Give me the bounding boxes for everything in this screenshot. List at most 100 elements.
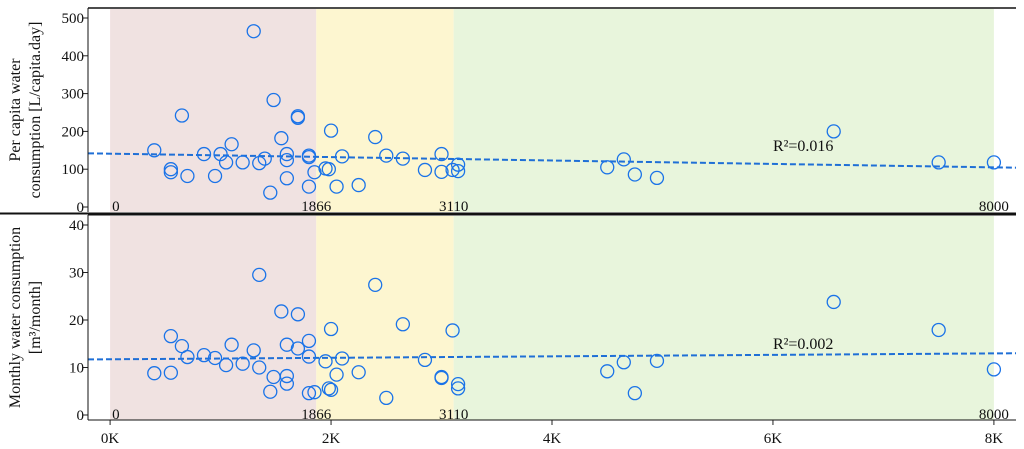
panel-top-point-2 <box>163 165 179 180</box>
panel-top-point-13 <box>257 151 272 166</box>
panel-bottom-band-2 <box>453 216 994 420</box>
panel-top-point-41 <box>600 160 615 175</box>
panel-bottom-point-23 <box>301 385 317 401</box>
panel-bottom-point-34 <box>395 317 411 332</box>
panel-top-point-37 <box>434 164 449 179</box>
panel-top-ylabel-line-1: consumption [L/capita.day] <box>27 22 44 199</box>
panel-top-point-8 <box>218 155 234 170</box>
panel-bottom-point-31 <box>351 365 366 380</box>
panel-top-ylabel-line-0: Per capita water <box>7 58 24 162</box>
panel-top-point-6 <box>207 168 223 184</box>
panel-bottom-point-19 <box>290 307 306 322</box>
panel-bottom-point-15 <box>274 304 289 319</box>
panel-top-point-7 <box>213 146 228 162</box>
panel-top-point-29 <box>329 179 344 194</box>
panel-bottom-point-4 <box>180 349 195 365</box>
panel-bottom-band-1 <box>316 216 454 420</box>
panel-top-ytick-label-1: 100 <box>62 162 85 178</box>
panel-bottom-ytick-label-2: 20 <box>69 313 84 329</box>
panel-top-ytick-label-0: 0 <box>77 200 85 216</box>
panel-top-point-28 <box>323 123 339 138</box>
panel-top-band-label-3: 8000 <box>979 199 1009 215</box>
panel-top-point-39 <box>450 157 466 172</box>
panel-bottom-point-32 <box>368 277 383 293</box>
panel-bottom-point-26 <box>321 381 336 396</box>
panel-top-ytick-label-2: 200 <box>62 124 85 140</box>
panel-bottom-band-label-0: 0 <box>112 407 120 423</box>
panel-top-point-5 <box>196 146 212 162</box>
panel-top-point-21 <box>290 110 306 125</box>
panel-bottom-point-30 <box>334 351 350 366</box>
panel-bottom-ylabel: Monthly water consumption [m³/month] <box>7 227 44 408</box>
panel-top-point-40 <box>450 163 466 179</box>
panel-top-band-0 <box>110 9 317 212</box>
panel-bottom-point-41 <box>600 364 615 379</box>
panel-bottom-point-29 <box>329 367 344 382</box>
panel-bottom-point-17 <box>279 368 295 384</box>
panel-top-ylabel: Per capita water consumption [L/capita.da… <box>7 22 44 199</box>
panel-top-point-35 <box>417 162 433 178</box>
panel-bottom-ylabel-line-0: Monthly water consumption <box>7 227 24 408</box>
panel-bottom-point-44 <box>649 353 665 369</box>
panel-top-point-47 <box>986 155 1002 170</box>
panel-top-point-23 <box>301 149 317 165</box>
panel-bottom-point-9 <box>235 356 250 371</box>
panel-bottom-point-33 <box>379 390 394 406</box>
panel-top-band-2 <box>453 9 994 212</box>
panel-bottom-group: 0 10 20 30 40 Monthly water consumption [m³/mo… <box>7 214 1017 447</box>
panel-bottom-xtick-label-4: 8K <box>985 431 1004 447</box>
panel-bottom-point-18 <box>279 376 295 391</box>
panel-top-point-34 <box>395 151 411 166</box>
panel-bottom-point-38 <box>445 323 460 338</box>
panel-top-group: 0 100 200 300 400 500 Per capita water consumpt… <box>7 7 1017 216</box>
panel-top-point-19 <box>279 171 295 186</box>
panel-top-point-12 <box>252 156 267 171</box>
panel-bottom-r2-annotation: R²=0.002 <box>773 336 834 353</box>
panel-top-ytick-label-3: 300 <box>62 87 85 103</box>
panel-top-point-31 <box>351 177 366 193</box>
panel-bottom-point-22 <box>301 349 317 364</box>
panel-bottom-ytick-label-1: 10 <box>69 361 84 377</box>
panel-bottom-point-35 <box>417 352 433 368</box>
panel-top-band-label-2: 3110 <box>439 199 468 215</box>
panel-top-point-0 <box>147 143 162 158</box>
panel-bottom-point-13 <box>263 384 278 399</box>
panel-bottom-ytick-label-0: 0 <box>77 408 85 424</box>
panel-bottom-point-12 <box>252 360 267 375</box>
panel-bottom-point-2 <box>163 365 179 380</box>
panel-bottom-point-7 <box>218 357 234 373</box>
panel-bottom-ytick-label-3: 30 <box>69 266 84 282</box>
panel-bottom-xtick-label-2: 4K <box>543 431 562 447</box>
panel-top-point-3 <box>174 108 190 123</box>
panel-top-ytick-label-5: 500 <box>62 11 85 27</box>
panel-bottom-point-27 <box>323 321 339 337</box>
panel-top-band-1 <box>316 9 454 212</box>
panel-bottom-point-6 <box>207 350 223 366</box>
panel-top-point-27 <box>321 162 336 177</box>
panel-top-point-17 <box>279 146 295 162</box>
panel-bottom-point-39 <box>450 376 466 392</box>
panel-top-r2-annotation: R²=0.016 <box>773 138 834 155</box>
panel-bottom-xtick-label-1: 2K <box>322 431 341 447</box>
panel-bottom-point-10 <box>246 343 261 358</box>
panel-top-point-42 <box>616 152 631 167</box>
panel-top-point-33 <box>379 148 394 163</box>
panel-bottom-band-label-3: 8000 <box>979 407 1009 423</box>
panel-top-point-38 <box>445 162 460 178</box>
panel-bottom-point-8 <box>224 337 239 352</box>
panel-bottom-point-11 <box>252 267 267 283</box>
panel-bottom-point-45 <box>826 294 841 310</box>
panel-top-point-14 <box>263 185 278 200</box>
panel-bottom-point-20 <box>290 341 306 356</box>
panel-bottom-point-47 <box>986 362 1002 377</box>
panel-top-point-45 <box>826 124 841 139</box>
panel-bottom-band-label-2: 3110 <box>439 407 468 423</box>
panel-bottom-trendline <box>87 352 1017 361</box>
panel-bottom-point-24 <box>307 385 322 400</box>
panel-top-point-11 <box>246 24 261 39</box>
panel-bottom-point-37 <box>434 370 449 386</box>
panel-top-point-10 <box>235 155 250 170</box>
panel-bottom-point-1 <box>163 328 179 344</box>
panel-top-point-46 <box>931 155 946 170</box>
